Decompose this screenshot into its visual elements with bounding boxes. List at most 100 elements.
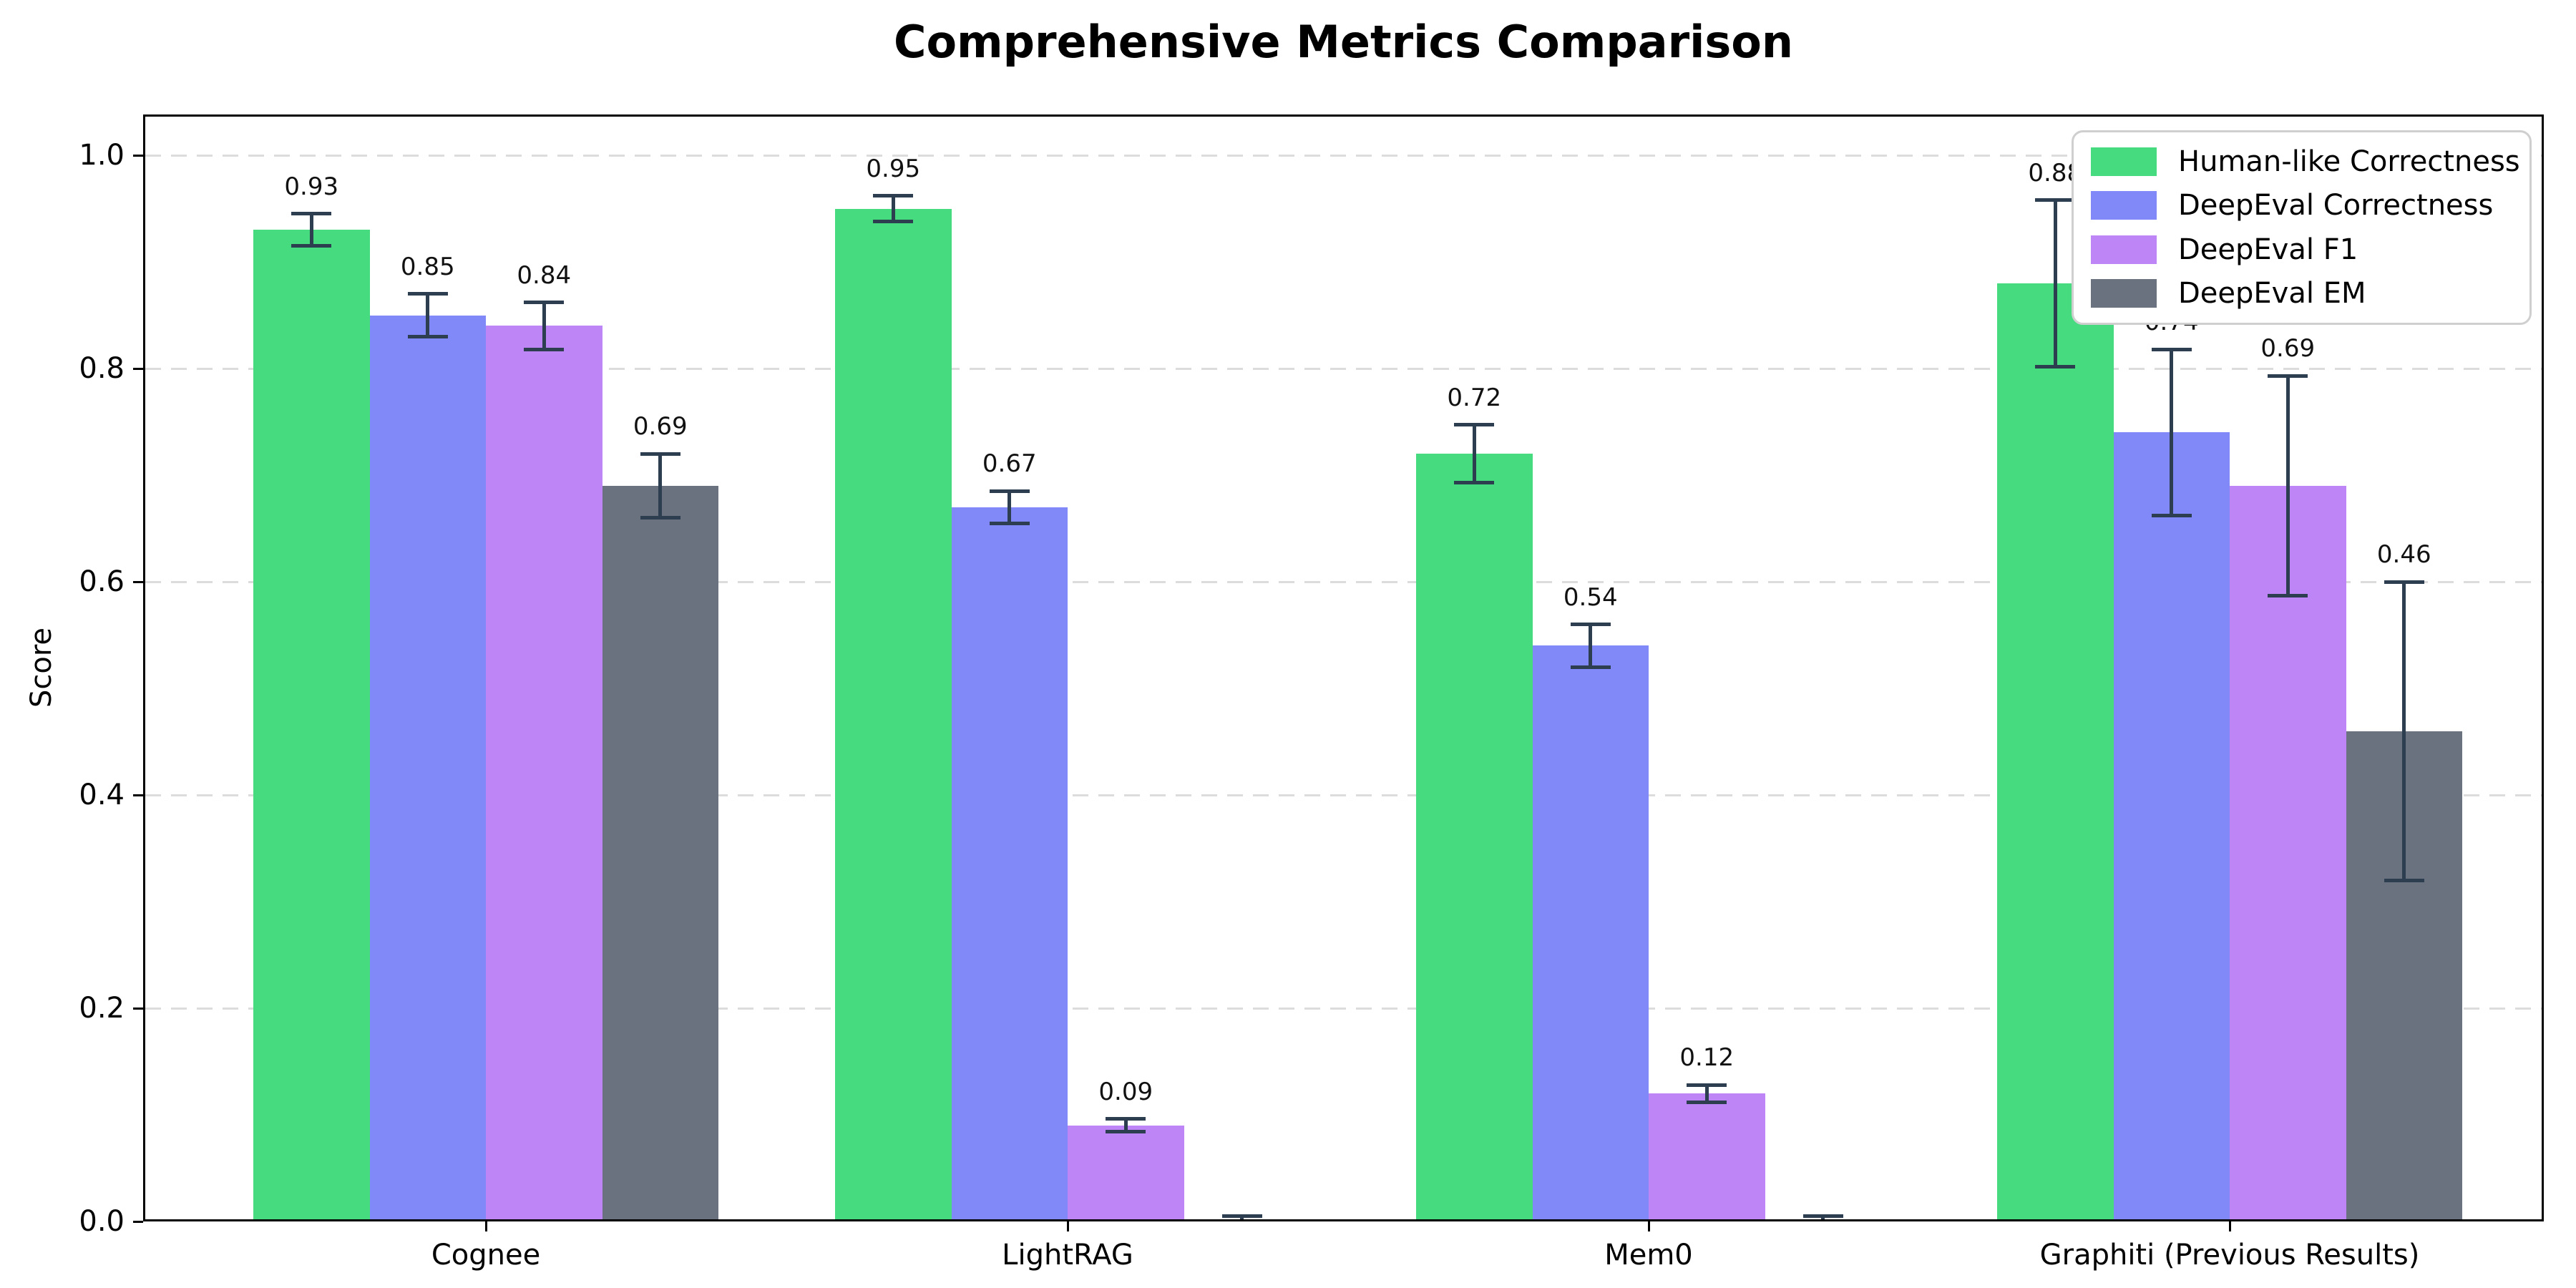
error-cap-bottom-2-1 xyxy=(873,219,914,223)
error-bar-3-1 xyxy=(1472,424,1476,483)
y-tick-label-0.2: 0.2 xyxy=(79,992,125,1025)
x-tick-label-1: Cognee xyxy=(431,1239,541,1272)
error-cap-top-2-3 xyxy=(1106,1117,1146,1121)
x-tick-label-2: LightRAG xyxy=(1002,1239,1133,1272)
legend-label-2: DeepEval Correctness xyxy=(2178,189,2494,223)
bar-human-like-correctness-3 xyxy=(1416,454,1533,1221)
y-tick-0.8 xyxy=(133,367,143,370)
y-tick-0.4 xyxy=(133,794,143,796)
error-cap-top-4-1 xyxy=(2035,198,2076,203)
bar-deepeval-correctness-3 xyxy=(1532,645,1649,1221)
bar-value-label-2-3: 0.09 xyxy=(1098,1077,1153,1106)
error-cap-bottom-4-4 xyxy=(2384,878,2424,882)
error-cap-top-3-2 xyxy=(1570,623,1611,627)
error-bar-4-1 xyxy=(2053,200,2057,367)
x-tick-label-4: Graphiti (Previous Results) xyxy=(2039,1239,2420,1272)
error-bar-1-3 xyxy=(542,302,546,350)
legend-swatch-icon xyxy=(2091,279,2157,308)
bar-deepeval-f1-1 xyxy=(486,326,602,1221)
error-bar-2-1 xyxy=(891,195,895,222)
bar-value-label-3-1: 0.72 xyxy=(1447,383,1502,412)
bar-human-like-correctness-1 xyxy=(253,230,370,1221)
error-cap-top-4-3 xyxy=(2268,374,2308,378)
error-cap-top-2-4 xyxy=(1221,1214,1262,1219)
error-cap-bottom-4-3 xyxy=(2268,593,2308,597)
error-cap-top-2-2 xyxy=(989,489,1030,493)
x-tick-1 xyxy=(484,1221,487,1231)
legend-row-4: DeepEval EM xyxy=(2091,273,2529,313)
x-tick-2 xyxy=(1066,1221,1069,1231)
error-bar-1-1 xyxy=(309,213,313,246)
error-cap-top-3-1 xyxy=(1454,423,1495,427)
error-bar-3-3 xyxy=(1704,1085,1709,1103)
bar-human-like-correctness-4 xyxy=(1997,283,2114,1221)
bar-deepeval-em-1 xyxy=(602,485,718,1221)
bar-deepeval-correctness-1 xyxy=(369,315,486,1221)
error-bar-3-2 xyxy=(1589,624,1593,668)
legend-label-1: Human-like Correctness xyxy=(2178,145,2520,178)
error-bar-2-2 xyxy=(1008,491,1012,524)
error-cap-bottom-1-4 xyxy=(640,516,680,520)
bar-value-label-1-1: 0.93 xyxy=(284,172,339,201)
bar-value-label-2-2: 0.67 xyxy=(982,449,1037,479)
error-cap-top-4-4 xyxy=(2384,580,2424,584)
error-bar-2-3 xyxy=(1123,1118,1128,1132)
y-tick-0.2 xyxy=(133,1007,143,1010)
y-tick-label-0.6: 0.6 xyxy=(79,565,125,598)
error-cap-bottom-2-3 xyxy=(1106,1130,1146,1134)
chart-title: Comprehensive Metrics Comparison xyxy=(893,16,1794,68)
error-cap-top-3-4 xyxy=(1802,1214,1843,1219)
error-bar-3-4 xyxy=(1821,1216,1825,1220)
error-cap-bottom-3-2 xyxy=(1570,665,1611,669)
legend-swatch-icon xyxy=(2091,235,2157,264)
x-tick-4 xyxy=(2228,1221,2231,1231)
error-cap-top-3-3 xyxy=(1687,1083,1727,1087)
error-bar-1-4 xyxy=(658,454,663,518)
y-tick-1.0 xyxy=(133,154,143,157)
error-bar-2-4 xyxy=(1240,1216,1244,1220)
legend-row-1: Human-like Correctness xyxy=(2091,142,2529,182)
legend-row-2: DeepEval Correctness xyxy=(2091,185,2529,225)
bar-deepeval-f1-3 xyxy=(1649,1093,1765,1221)
bar-value-label-4-3: 0.69 xyxy=(2260,334,2316,364)
bar-value-label-3-3: 0.12 xyxy=(1679,1043,1735,1073)
y-tick-0.6 xyxy=(133,580,143,583)
error-cap-bottom-4-2 xyxy=(2151,514,2192,518)
error-cap-top-2-1 xyxy=(873,194,914,198)
error-cap-bottom-1-1 xyxy=(291,244,332,248)
y-tick-label-0.4: 0.4 xyxy=(79,779,125,811)
legend-row-3: DeepEval F1 xyxy=(2091,230,2529,270)
bar-deepeval-f1-2 xyxy=(1068,1125,1184,1221)
y-tick-label-0.0: 0.0 xyxy=(79,1205,125,1238)
gridline-0.6 xyxy=(145,580,2542,583)
error-cap-bottom-3-3 xyxy=(1687,1100,1727,1104)
error-cap-bottom-2-2 xyxy=(989,521,1030,525)
bar-deepeval-correctness-2 xyxy=(951,507,1068,1221)
legend-swatch-icon xyxy=(2091,147,2157,176)
error-cap-top-1-4 xyxy=(640,452,680,456)
bar-human-like-correctness-2 xyxy=(835,208,952,1221)
x-tick-3 xyxy=(1647,1221,1650,1231)
gridline-0.4 xyxy=(145,794,2542,796)
error-cap-top-4-2 xyxy=(2151,347,2192,351)
bar-deepeval-f1-4 xyxy=(2230,485,2346,1221)
bar-value-label-2-1: 0.95 xyxy=(866,154,921,183)
bar-deepeval-correctness-4 xyxy=(2113,432,2230,1221)
gridline-1.0 xyxy=(145,154,2542,157)
bar-value-label-4-4: 0.46 xyxy=(2376,540,2431,569)
legend-label-3: DeepEval F1 xyxy=(2178,233,2358,266)
bar-value-label-3-2: 0.54 xyxy=(1563,582,1618,612)
y-tick-label-0.8: 0.8 xyxy=(79,352,125,385)
error-cap-bottom-1-3 xyxy=(524,347,565,351)
x-tick-label-3: Mem0 xyxy=(1604,1239,1693,1272)
legend: Human-like Correctness DeepEval Correctne… xyxy=(2072,130,2532,325)
y-tick-label-1.0: 1.0 xyxy=(79,139,125,172)
gridline-0.2 xyxy=(145,1007,2542,1010)
error-cap-top-1-2 xyxy=(407,292,448,296)
legend-label-4: DeepEval EM xyxy=(2178,277,2366,311)
error-bar-4-3 xyxy=(2285,376,2290,596)
error-cap-bottom-3-1 xyxy=(1454,480,1495,484)
error-bar-4-2 xyxy=(2170,349,2174,516)
error-bar-4-4 xyxy=(2402,582,2406,881)
